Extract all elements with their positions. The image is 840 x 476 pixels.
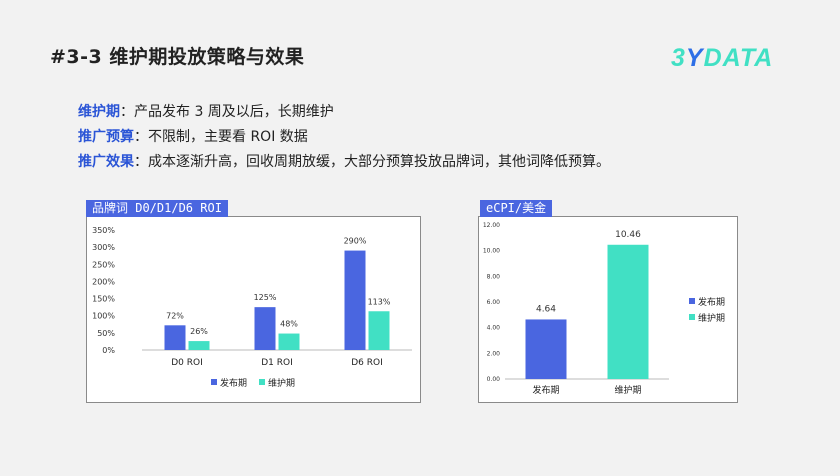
- data-label: 290%: [344, 237, 367, 246]
- data-label: 26%: [190, 327, 208, 336]
- bullet-effect: 推广效果：成本逐渐升高，回收周期放缓，大部分预算投放品牌词，其他词降低预算。: [78, 150, 610, 175]
- bullet-text: ：成本逐渐升高，回收周期放缓，大部分预算投放品牌词，其他词降低预算。: [134, 154, 610, 170]
- data-label: 48%: [280, 320, 298, 329]
- roi-chart-title: 品牌词 D0/D1/D6 ROI: [86, 200, 228, 217]
- legend-label: 发布期: [698, 296, 725, 308]
- y-tick-label: 300%: [92, 243, 115, 252]
- bullet-key: 维护期: [78, 104, 120, 120]
- y-tick-label: 250%: [92, 260, 115, 269]
- y-tick-label: 100%: [92, 312, 115, 321]
- bar: [188, 341, 210, 350]
- y-tick-label: 2.00: [487, 350, 501, 357]
- legend-label: 维护期: [268, 377, 295, 389]
- ecpi-chart-title: eCPI/美金: [480, 200, 553, 217]
- y-tick-label: 6.00: [487, 299, 501, 306]
- bar: [525, 319, 567, 379]
- page-title: #3-3 维护期投放策略与效果: [50, 46, 305, 68]
- x-tick-label: D6 ROI: [351, 358, 383, 368]
- roi-chart: 0% 50% 100% 150% 200% 250% 300% 350% 72% 26% D0 RO…: [92, 226, 412, 389]
- legend-swatch: [689, 314, 695, 320]
- bullet-key: 推广预算: [78, 129, 134, 145]
- bar: [344, 250, 366, 350]
- x-tick-label: D0 ROI: [171, 358, 203, 368]
- bar: [254, 307, 276, 350]
- bullet-key: 推广效果: [78, 154, 134, 170]
- x-tick-label: D1 ROI: [261, 358, 293, 368]
- y-tick-label: 0.00: [487, 376, 501, 383]
- data-label: 72%: [166, 311, 184, 320]
- brand-logo: 3YDATA: [671, 44, 773, 73]
- data-label: 113%: [368, 297, 391, 306]
- bar: [368, 311, 390, 350]
- data-label: 10.46: [615, 230, 641, 240]
- y-tick-label: 50%: [97, 329, 115, 338]
- data-label: 4.64: [536, 304, 556, 314]
- y-tick-label: 8.00: [487, 273, 501, 280]
- legend-swatch: [259, 379, 265, 385]
- bullet-budget: 推广预算：不限制，主要看 ROI 数据: [78, 125, 610, 150]
- x-tick-label: 发布期: [532, 384, 559, 396]
- logo-part-y: Y: [685, 44, 704, 72]
- y-tick-label: 150%: [92, 295, 115, 304]
- y-tick-label: 12.00: [483, 222, 500, 229]
- logo-part-data: DATA: [703, 44, 774, 72]
- legend-label: 发布期: [220, 377, 247, 389]
- y-tick-label: 10.00: [483, 248, 500, 255]
- bar: [164, 325, 186, 350]
- bar: [607, 244, 649, 379]
- y-tick-label: 200%: [92, 277, 115, 286]
- legend-swatch: [211, 379, 217, 385]
- ecpi-chart: 0.00 2.00 4.00 6.00 8.00 10.00 12.00 4.64 发布期 10.…: [483, 222, 725, 396]
- bullet-maintenance-period: 维护期：产品发布 3 周及以后，长期维护: [78, 100, 610, 125]
- bar: [278, 333, 300, 350]
- ecpi-chart-panel: 0.00 2.00 4.00 6.00 8.00 10.00 12.00 4.64 发布期 10.…: [478, 216, 738, 403]
- x-tick-label: 维护期: [614, 384, 641, 396]
- y-tick-label: 350%: [92, 226, 115, 235]
- roi-chart-panel: 0% 50% 100% 150% 200% 250% 300% 350% 72% 26% D0 RO…: [86, 216, 421, 403]
- bullet-text: ：产品发布 3 周及以后，长期维护: [120, 104, 334, 120]
- y-tick-label: 4.00: [487, 325, 501, 332]
- bullet-text: ：不限制，主要看 ROI 数据: [134, 129, 308, 145]
- data-label: 125%: [254, 293, 277, 302]
- bullet-list: 维护期：产品发布 3 周及以后，长期维护 推广预算：不限制，主要看 ROI 数据…: [78, 100, 610, 175]
- legend-label: 维护期: [698, 312, 725, 324]
- legend-swatch: [689, 298, 695, 304]
- logo-part-3: 3: [671, 44, 686, 72]
- y-tick-label: 0%: [102, 346, 115, 355]
